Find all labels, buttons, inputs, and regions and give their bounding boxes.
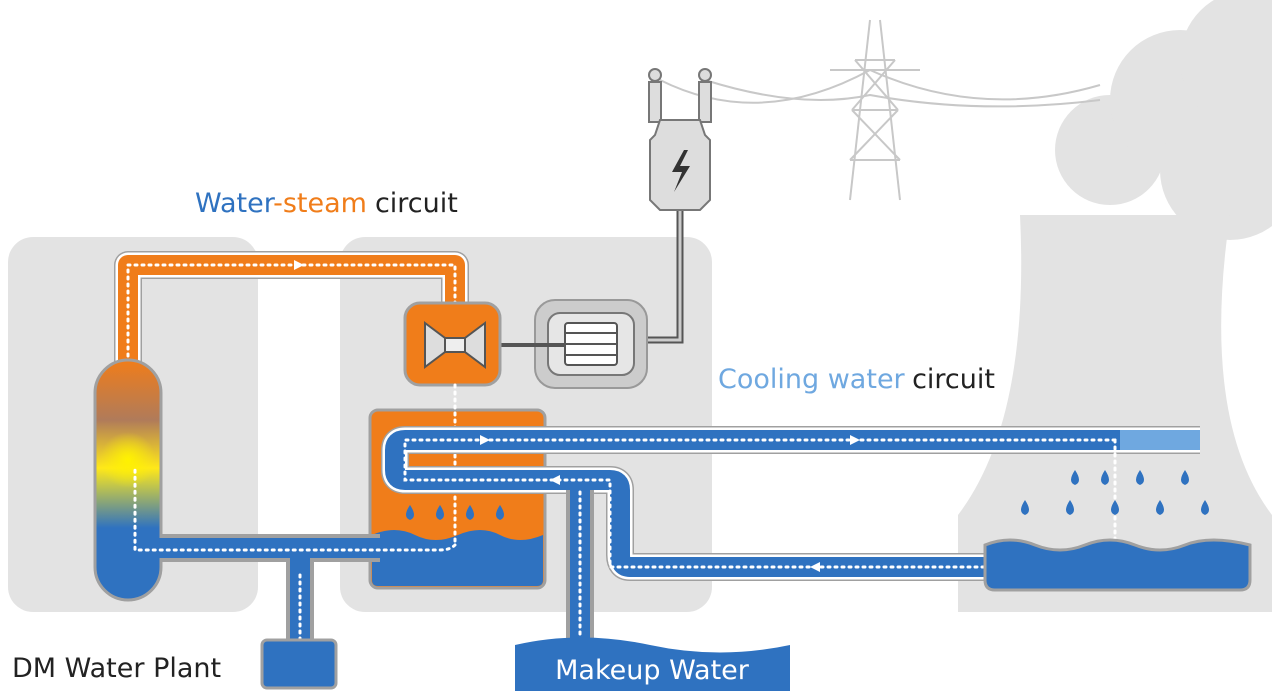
label-part: -steam (273, 188, 367, 219)
generator (500, 299, 648, 389)
cooling-label: Cooling water circuit (718, 364, 995, 395)
label-part: Water (195, 188, 276, 219)
steam-pipe (114, 251, 469, 372)
label-part: circuit (912, 364, 995, 395)
label-part: circuit (375, 188, 458, 219)
tower-basin (983, 470, 1252, 592)
cooling-tower (958, 0, 1272, 612)
cooling-pipe (381, 426, 1200, 660)
boiler (93, 358, 163, 602)
power-line (659, 19, 1101, 201)
feedwater-pipe (133, 468, 457, 690)
water-steam-label: Water-steam circuit (195, 188, 458, 219)
turbine (403, 301, 502, 387)
transformer (645, 68, 712, 344)
makeup-water-source (515, 637, 790, 691)
label-part: Cooling water (718, 364, 906, 395)
condenser (368, 383, 547, 590)
dm-water-plant-label: DM Water Plant (12, 653, 221, 684)
makeup-water-label: Makeup Water (555, 655, 750, 686)
